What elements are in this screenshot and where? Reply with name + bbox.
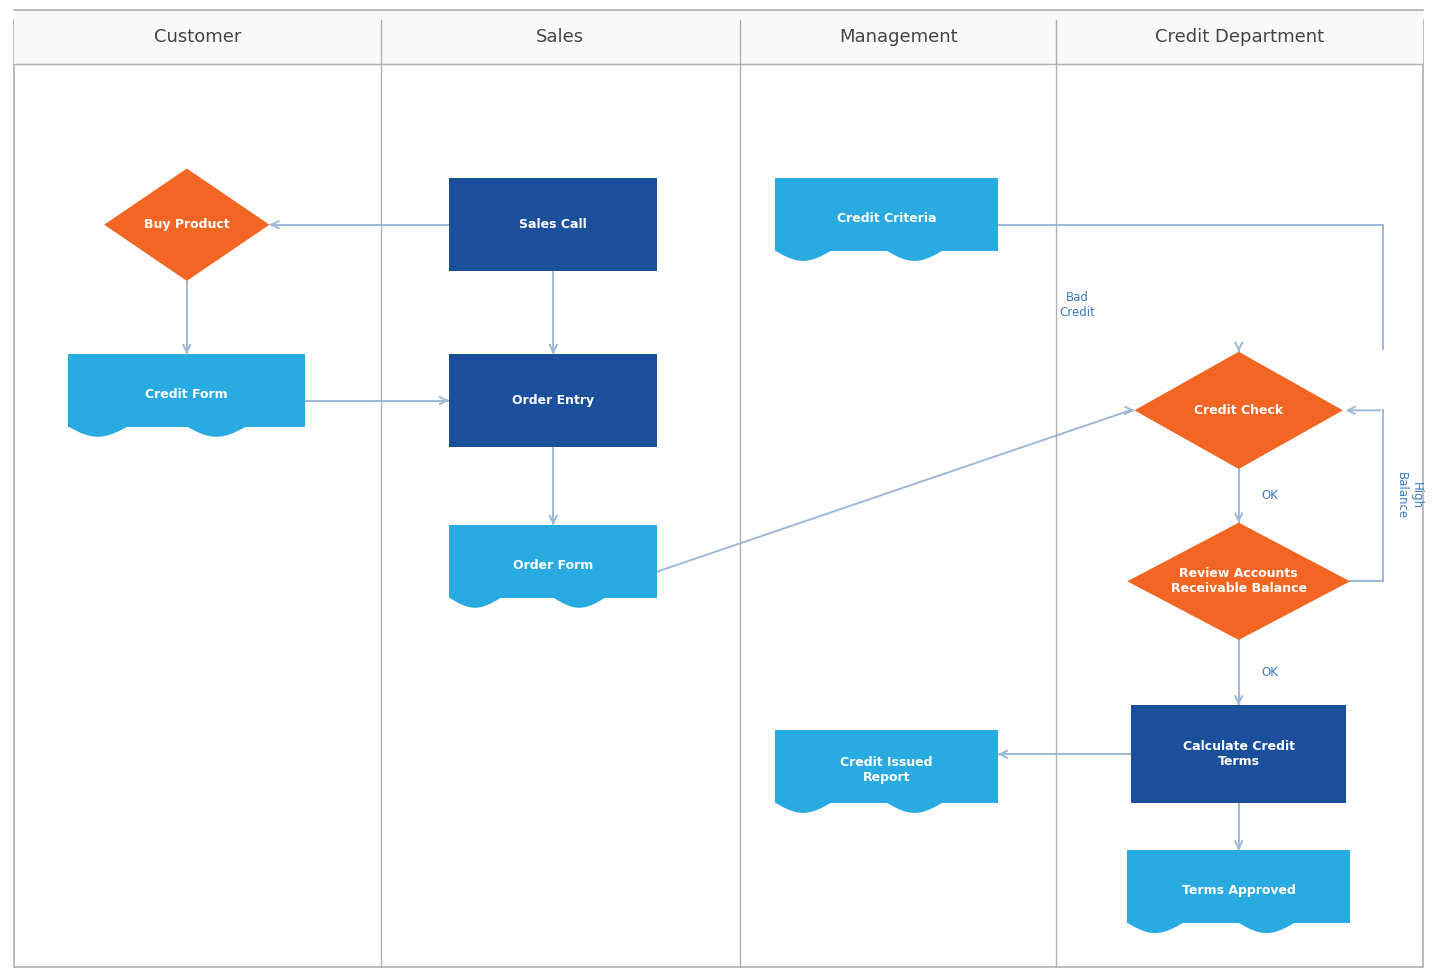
FancyBboxPatch shape — [1127, 850, 1351, 923]
FancyBboxPatch shape — [14, 10, 1423, 64]
FancyBboxPatch shape — [448, 526, 658, 598]
Text: Credit Criteria: Credit Criteria — [836, 212, 937, 225]
Text: Review Accounts
Receivable Balance: Review Accounts Receivable Balance — [1171, 568, 1306, 595]
Polygon shape — [776, 240, 997, 261]
Polygon shape — [1127, 913, 1351, 933]
Text: Terms Approved: Terms Approved — [1181, 884, 1296, 897]
Text: OK: OK — [1262, 489, 1279, 502]
Text: Credit Department: Credit Department — [1155, 27, 1323, 46]
Polygon shape — [448, 587, 658, 608]
FancyBboxPatch shape — [14, 20, 1423, 967]
Text: Sales: Sales — [536, 27, 585, 46]
Text: Management: Management — [839, 27, 957, 46]
FancyBboxPatch shape — [776, 178, 997, 251]
Text: Credit Check: Credit Check — [1194, 404, 1283, 417]
Text: High
Balance: High Balance — [1395, 472, 1423, 520]
Text: Credit Issued
Report: Credit Issued Report — [841, 756, 933, 785]
Text: Calculate Credit
Terms: Calculate Credit Terms — [1183, 741, 1295, 768]
Text: Order Form: Order Form — [513, 559, 593, 572]
Text: Bad
Credit: Bad Credit — [1059, 291, 1095, 319]
Polygon shape — [105, 168, 270, 280]
FancyBboxPatch shape — [448, 355, 658, 446]
FancyBboxPatch shape — [448, 178, 658, 271]
Polygon shape — [69, 416, 306, 437]
FancyBboxPatch shape — [69, 355, 306, 427]
FancyBboxPatch shape — [776, 731, 997, 803]
Text: OK: OK — [1262, 666, 1279, 679]
FancyBboxPatch shape — [1131, 705, 1346, 803]
Text: Credit Form: Credit Form — [145, 388, 228, 401]
Text: Customer: Customer — [154, 27, 241, 46]
Text: Order Entry: Order Entry — [512, 394, 595, 407]
Polygon shape — [776, 792, 997, 813]
Text: Sales Call: Sales Call — [519, 218, 588, 232]
Text: Buy Product: Buy Product — [144, 218, 230, 232]
Polygon shape — [1127, 523, 1351, 640]
Polygon shape — [1135, 352, 1344, 469]
